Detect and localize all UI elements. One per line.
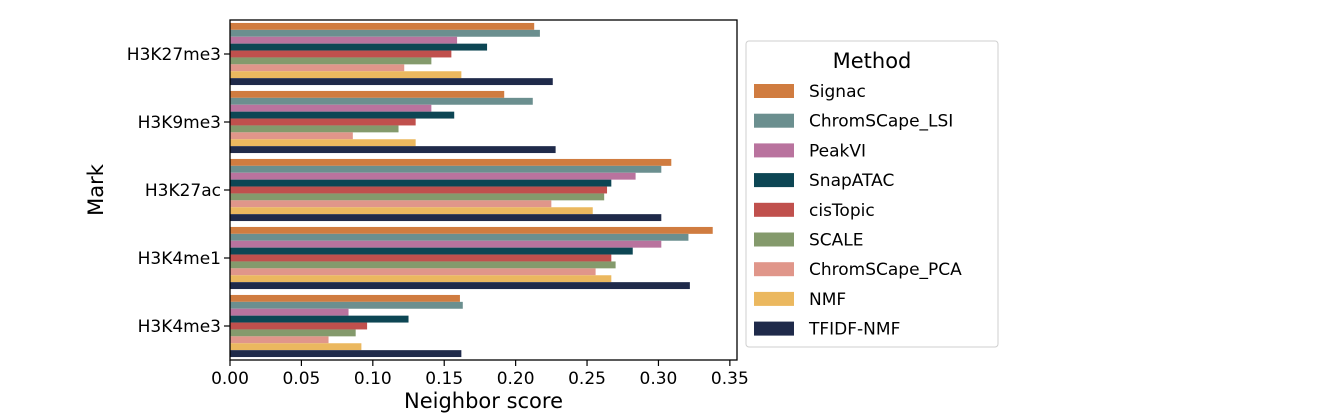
- x-tick-label: 0.10: [354, 369, 392, 389]
- legend-swatch: [754, 262, 794, 277]
- bar-H3K4me3-ChromSCape_PCA: [230, 336, 329, 344]
- bar-H3K27ac-SCALE: [230, 193, 605, 201]
- bar-H3K4me1-SCALE: [230, 261, 616, 269]
- bar-H3K4me3-SCALE: [230, 329, 356, 337]
- legend-swatch: [754, 84, 794, 98]
- legend-swatch: [754, 143, 794, 158]
- bar-H3K27ac-cisTopic: [230, 186, 608, 194]
- bars-group: [230, 22, 713, 358]
- x-tick-label: 0.35: [711, 369, 749, 389]
- y-tick-label: H3K27ac: [145, 181, 221, 201]
- bar-H3K27me3-PeakVI: [230, 36, 458, 44]
- legend-label: SnapATAC: [809, 171, 894, 191]
- bar-H3K4me3-ChromSCape_LSI: [230, 301, 463, 309]
- legend: Method Signac ChromSCape_LSI PeakVI SnapATA…: [745, 40, 999, 348]
- y-axis-title: Mark: [84, 163, 108, 216]
- x-tick-label: 0.00: [211, 369, 249, 389]
- legend-label: NMF: [809, 290, 846, 310]
- bar-H3K27me3-SnapATAC: [230, 43, 488, 51]
- bar-H3K4me1-NMF: [230, 275, 612, 283]
- bar-H3K9me3-Signac: [230, 90, 505, 98]
- x-axis-title: Neighbor score: [404, 389, 563, 413]
- bar-H3K4me1-TFIDF-NMF: [230, 282, 690, 290]
- x-axis: 0.00 0.05 0.10 0.15 0.20 0.25 0.30 0.35: [211, 360, 749, 389]
- bar-H3K4me1-ChromSCape_PCA: [230, 268, 596, 276]
- legend-label: ChromSCape_PCA: [809, 260, 962, 280]
- bar-H3K27me3-cisTopic: [230, 50, 452, 58]
- bar-H3K27ac-NMF: [230, 207, 593, 215]
- bar-H3K4me3-cisTopic: [230, 322, 368, 330]
- legend-label: TFIDF-NMF: [808, 320, 900, 340]
- bar-H3K27me3-NMF: [230, 71, 462, 79]
- legend-swatch: [754, 232, 794, 247]
- legend-swatch: [754, 113, 794, 128]
- x-tick-label: 0.25: [568, 369, 606, 389]
- bar-H3K9me3-PeakVI: [230, 104, 432, 112]
- legend-title: Method: [833, 49, 912, 73]
- bar-H3K4me1-PeakVI: [230, 240, 662, 248]
- legend-label: Signac: [809, 82, 866, 102]
- bar-H3K4me3-PeakVI: [230, 308, 349, 316]
- y-tick-label: H3K9me3: [138, 113, 221, 133]
- bar-H3K4me1-cisTopic: [230, 254, 612, 262]
- bar-H3K27ac-ChromSCape_PCA: [230, 200, 552, 208]
- x-tick-label: 0.20: [497, 369, 535, 389]
- bar-H3K4me3-SnapATAC: [230, 315, 409, 323]
- bar-H3K4me1-SnapATAC: [230, 247, 633, 255]
- bar-H3K27me3-ChromSCape_LSI: [230, 29, 540, 37]
- y-tick-label: H3K4me3: [138, 317, 221, 337]
- legend-label: SCALE: [809, 231, 864, 251]
- bar-H3K9me3-TFIDF-NMF: [230, 146, 556, 154]
- x-tick-label: 0.05: [282, 369, 320, 389]
- bar-H3K9me3-cisTopic: [230, 118, 416, 126]
- bar-H3K4me3-Signac: [230, 294, 460, 302]
- y-axis: H3K27me3 H3K9me3 H3K27ac H3K4me1 H3K4me3: [127, 45, 230, 337]
- bar-H3K4me1-Signac: [230, 226, 713, 234]
- bar-H3K9me3-ChromSCape_LSI: [230, 97, 533, 105]
- bar-H3K27ac-TFIDF-NMF: [230, 214, 662, 222]
- y-tick-label: H3K4me1: [138, 249, 221, 269]
- legend-swatch: [754, 173, 794, 188]
- legend-label: ChromSCape_LSI: [809, 112, 953, 132]
- bar-H3K4me3-NMF: [230, 343, 362, 351]
- bar-H3K27ac-Signac: [230, 158, 672, 166]
- legend-swatch: [754, 321, 794, 336]
- bar-H3K27me3-ChromSCape_PCA: [230, 64, 405, 72]
- bar-H3K27me3-TFIDF-NMF: [230, 78, 553, 86]
- bar-H3K27ac-ChromSCape_LSI: [230, 165, 662, 173]
- legend-label: cisTopic: [809, 201, 875, 221]
- legend-box: [745, 40, 999, 348]
- bar-H3K9me3-ChromSCape_PCA: [230, 132, 353, 140]
- legend-swatch: [754, 202, 794, 217]
- legend-swatch: [754, 291, 794, 306]
- bar-H3K4me3-TFIDF-NMF: [230, 350, 462, 358]
- bar-H3K27me3-Signac: [230, 22, 535, 30]
- bar-H3K9me3-SCALE: [230, 125, 399, 133]
- legend-label: PeakVI: [809, 141, 866, 161]
- x-tick-label: 0.30: [640, 369, 678, 389]
- x-tick-label: 0.15: [425, 369, 463, 389]
- bar-H3K9me3-NMF: [230, 139, 416, 147]
- bar-H3K27ac-SnapATAC: [230, 179, 612, 187]
- bar-H3K4me1-ChromSCape_LSI: [230, 233, 689, 241]
- bar-H3K27ac-PeakVI: [230, 172, 636, 180]
- y-tick-label: H3K27me3: [127, 45, 221, 65]
- bar-H3K27me3-SCALE: [230, 57, 432, 65]
- bar-H3K9me3-SnapATAC: [230, 111, 455, 119]
